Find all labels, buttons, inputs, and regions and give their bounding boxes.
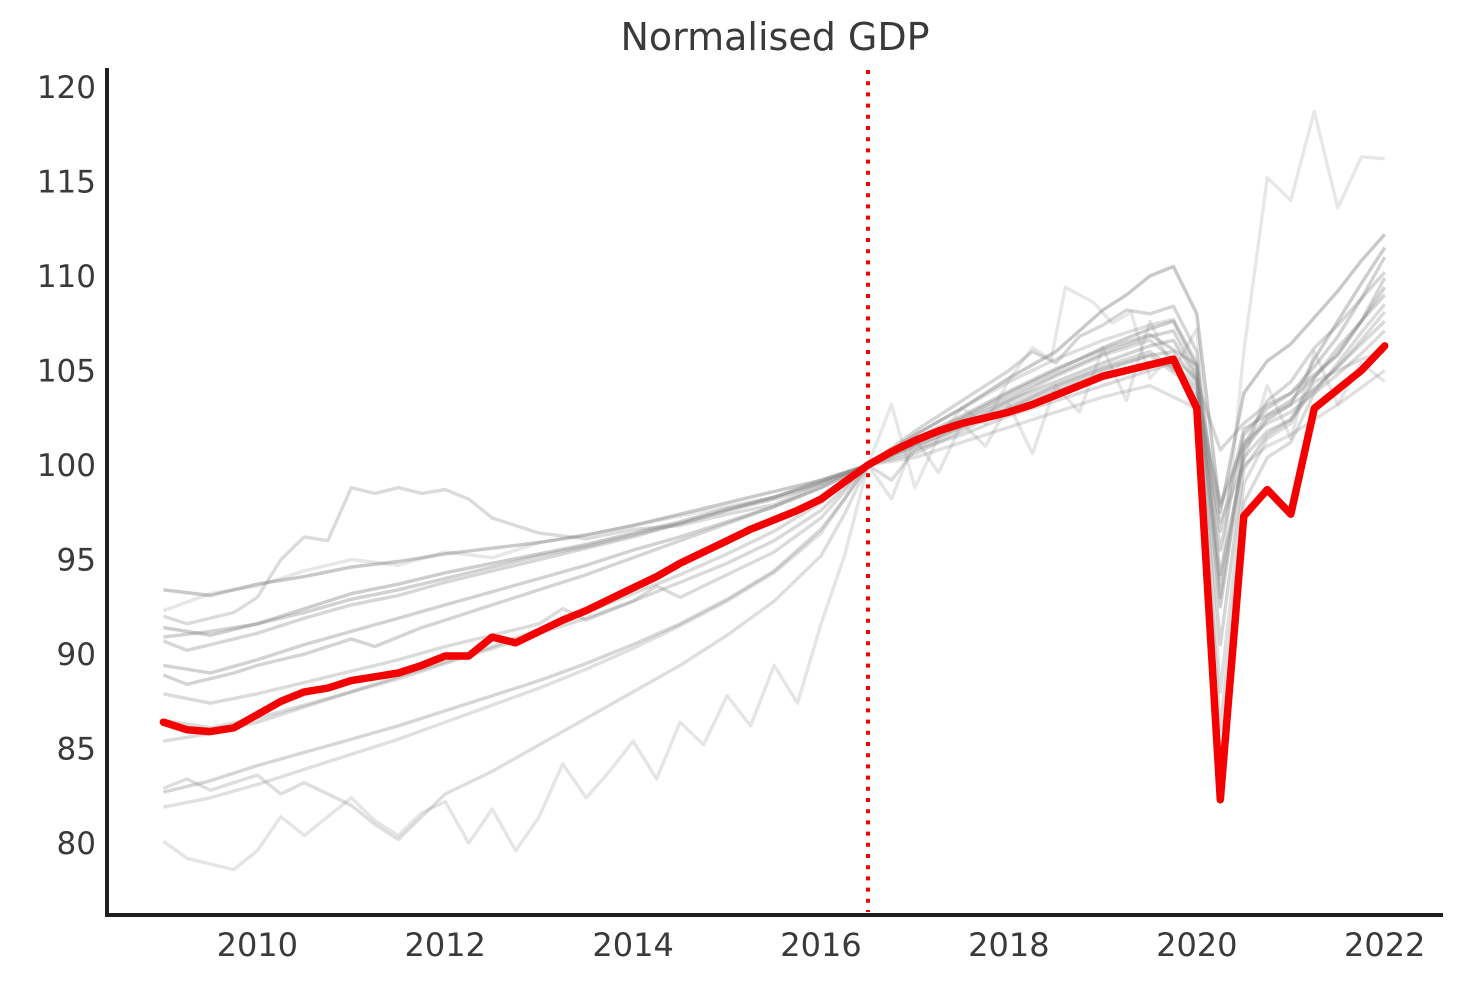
x-tick-label: 2014 bbox=[592, 926, 673, 964]
y-tick-label: 95 bbox=[57, 543, 96, 579]
y-tick-label: 120 bbox=[37, 70, 96, 106]
axes-group bbox=[105, 68, 1443, 917]
chart-title: Normalised GDP bbox=[620, 15, 929, 59]
x-tick-label: 2020 bbox=[1156, 926, 1237, 964]
background-series-line bbox=[163, 369, 1386, 809]
background-series-line bbox=[163, 271, 1386, 794]
x-tick-label: 2022 bbox=[1344, 926, 1425, 964]
x-tick-label: 2018 bbox=[968, 926, 1049, 964]
x-tick-label: 2012 bbox=[404, 926, 485, 964]
background-series-line bbox=[162, 277, 1387, 652]
background-series-line bbox=[162, 319, 1386, 872]
y-tick-label: 110 bbox=[37, 259, 96, 295]
y-tick-label: 85 bbox=[57, 732, 96, 768]
background-series-line bbox=[162, 293, 1386, 686]
background-series-line bbox=[162, 310, 1387, 626]
x-tick-label: 2010 bbox=[217, 926, 298, 964]
y-tick-label: 115 bbox=[37, 164, 96, 200]
y-axis-tick-labels: 80 85 90 95 100 105 110 115 120 bbox=[37, 70, 96, 862]
y-tick-label: 100 bbox=[37, 448, 96, 484]
x-axis-tick-labels: 2010 2012 2014 2016 2018 2020 2022 bbox=[217, 926, 1426, 964]
background-series-line bbox=[163, 303, 1387, 732]
background-series-line bbox=[163, 233, 1386, 598]
highlighted-series-line bbox=[159, 342, 1389, 804]
x-tick-label: 2016 bbox=[780, 926, 861, 964]
background-series-line bbox=[162, 317, 1386, 842]
background-series-line bbox=[163, 286, 1387, 675]
y-tick-label: 80 bbox=[57, 826, 96, 862]
background-series-line bbox=[162, 109, 1385, 613]
highlight-series-group bbox=[159, 342, 1389, 804]
y-tick-label: 90 bbox=[57, 637, 96, 673]
y-tick-label: 105 bbox=[37, 354, 96, 390]
